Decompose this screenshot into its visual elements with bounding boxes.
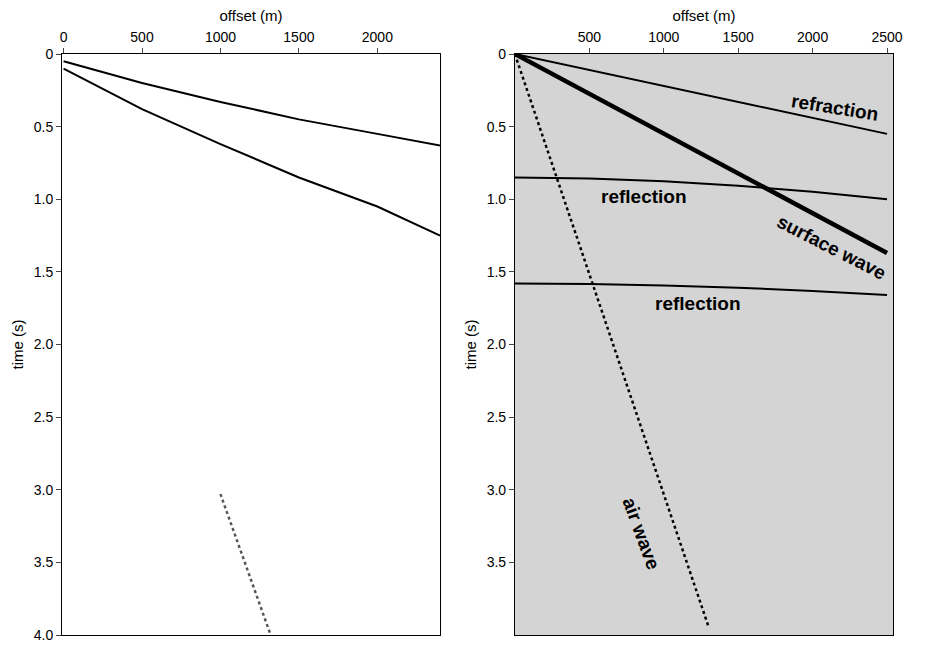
svg-text:0.5: 0.5: [487, 119, 507, 135]
svg-text:air wave: air wave: [619, 495, 664, 573]
svg-text:1.0: 1.0: [34, 191, 54, 207]
svg-text:refraction: refraction: [790, 90, 880, 124]
svg-text:3.0: 3.0: [34, 482, 54, 498]
svg-text:1500: 1500: [283, 29, 314, 45]
svg-text:surface wave: surface wave: [774, 211, 890, 284]
svg-text:0: 0: [498, 46, 506, 62]
svg-text:2.0: 2.0: [34, 336, 54, 352]
svg-text:2000: 2000: [362, 29, 393, 45]
svg-text:1000: 1000: [205, 29, 236, 45]
svg-text:2500: 2500: [871, 29, 902, 45]
svg-text:500: 500: [578, 29, 602, 45]
svg-text:1000: 1000: [648, 29, 679, 45]
svg-text:3.5: 3.5: [487, 554, 507, 570]
svg-text:1.5: 1.5: [487, 264, 507, 280]
svg-text:0: 0: [60, 29, 68, 45]
svg-text:1.5: 1.5: [34, 264, 54, 280]
svg-text:500: 500: [130, 29, 154, 45]
svg-text:2.5: 2.5: [487, 409, 507, 425]
svg-text:2.5: 2.5: [34, 409, 54, 425]
svg-text:offset (m): offset (m): [220, 7, 283, 24]
svg-text:0.5: 0.5: [34, 119, 54, 135]
svg-text:2.0: 2.0: [487, 336, 507, 352]
svg-text:reflection: reflection: [655, 293, 741, 314]
svg-text:1.0: 1.0: [487, 191, 507, 207]
svg-text:3.5: 3.5: [34, 554, 54, 570]
svg-text:3.0: 3.0: [487, 482, 507, 498]
svg-text:4.0: 4.0: [34, 627, 54, 643]
svg-text:0: 0: [45, 46, 53, 62]
svg-text:time (s): time (s): [9, 320, 26, 370]
svg-text:reflection: reflection: [601, 186, 687, 207]
svg-text:2000: 2000: [797, 29, 828, 45]
svg-text:offset (m): offset (m): [672, 7, 735, 24]
svg-text:1500: 1500: [723, 29, 754, 45]
svg-text:time (s): time (s): [462, 320, 479, 370]
